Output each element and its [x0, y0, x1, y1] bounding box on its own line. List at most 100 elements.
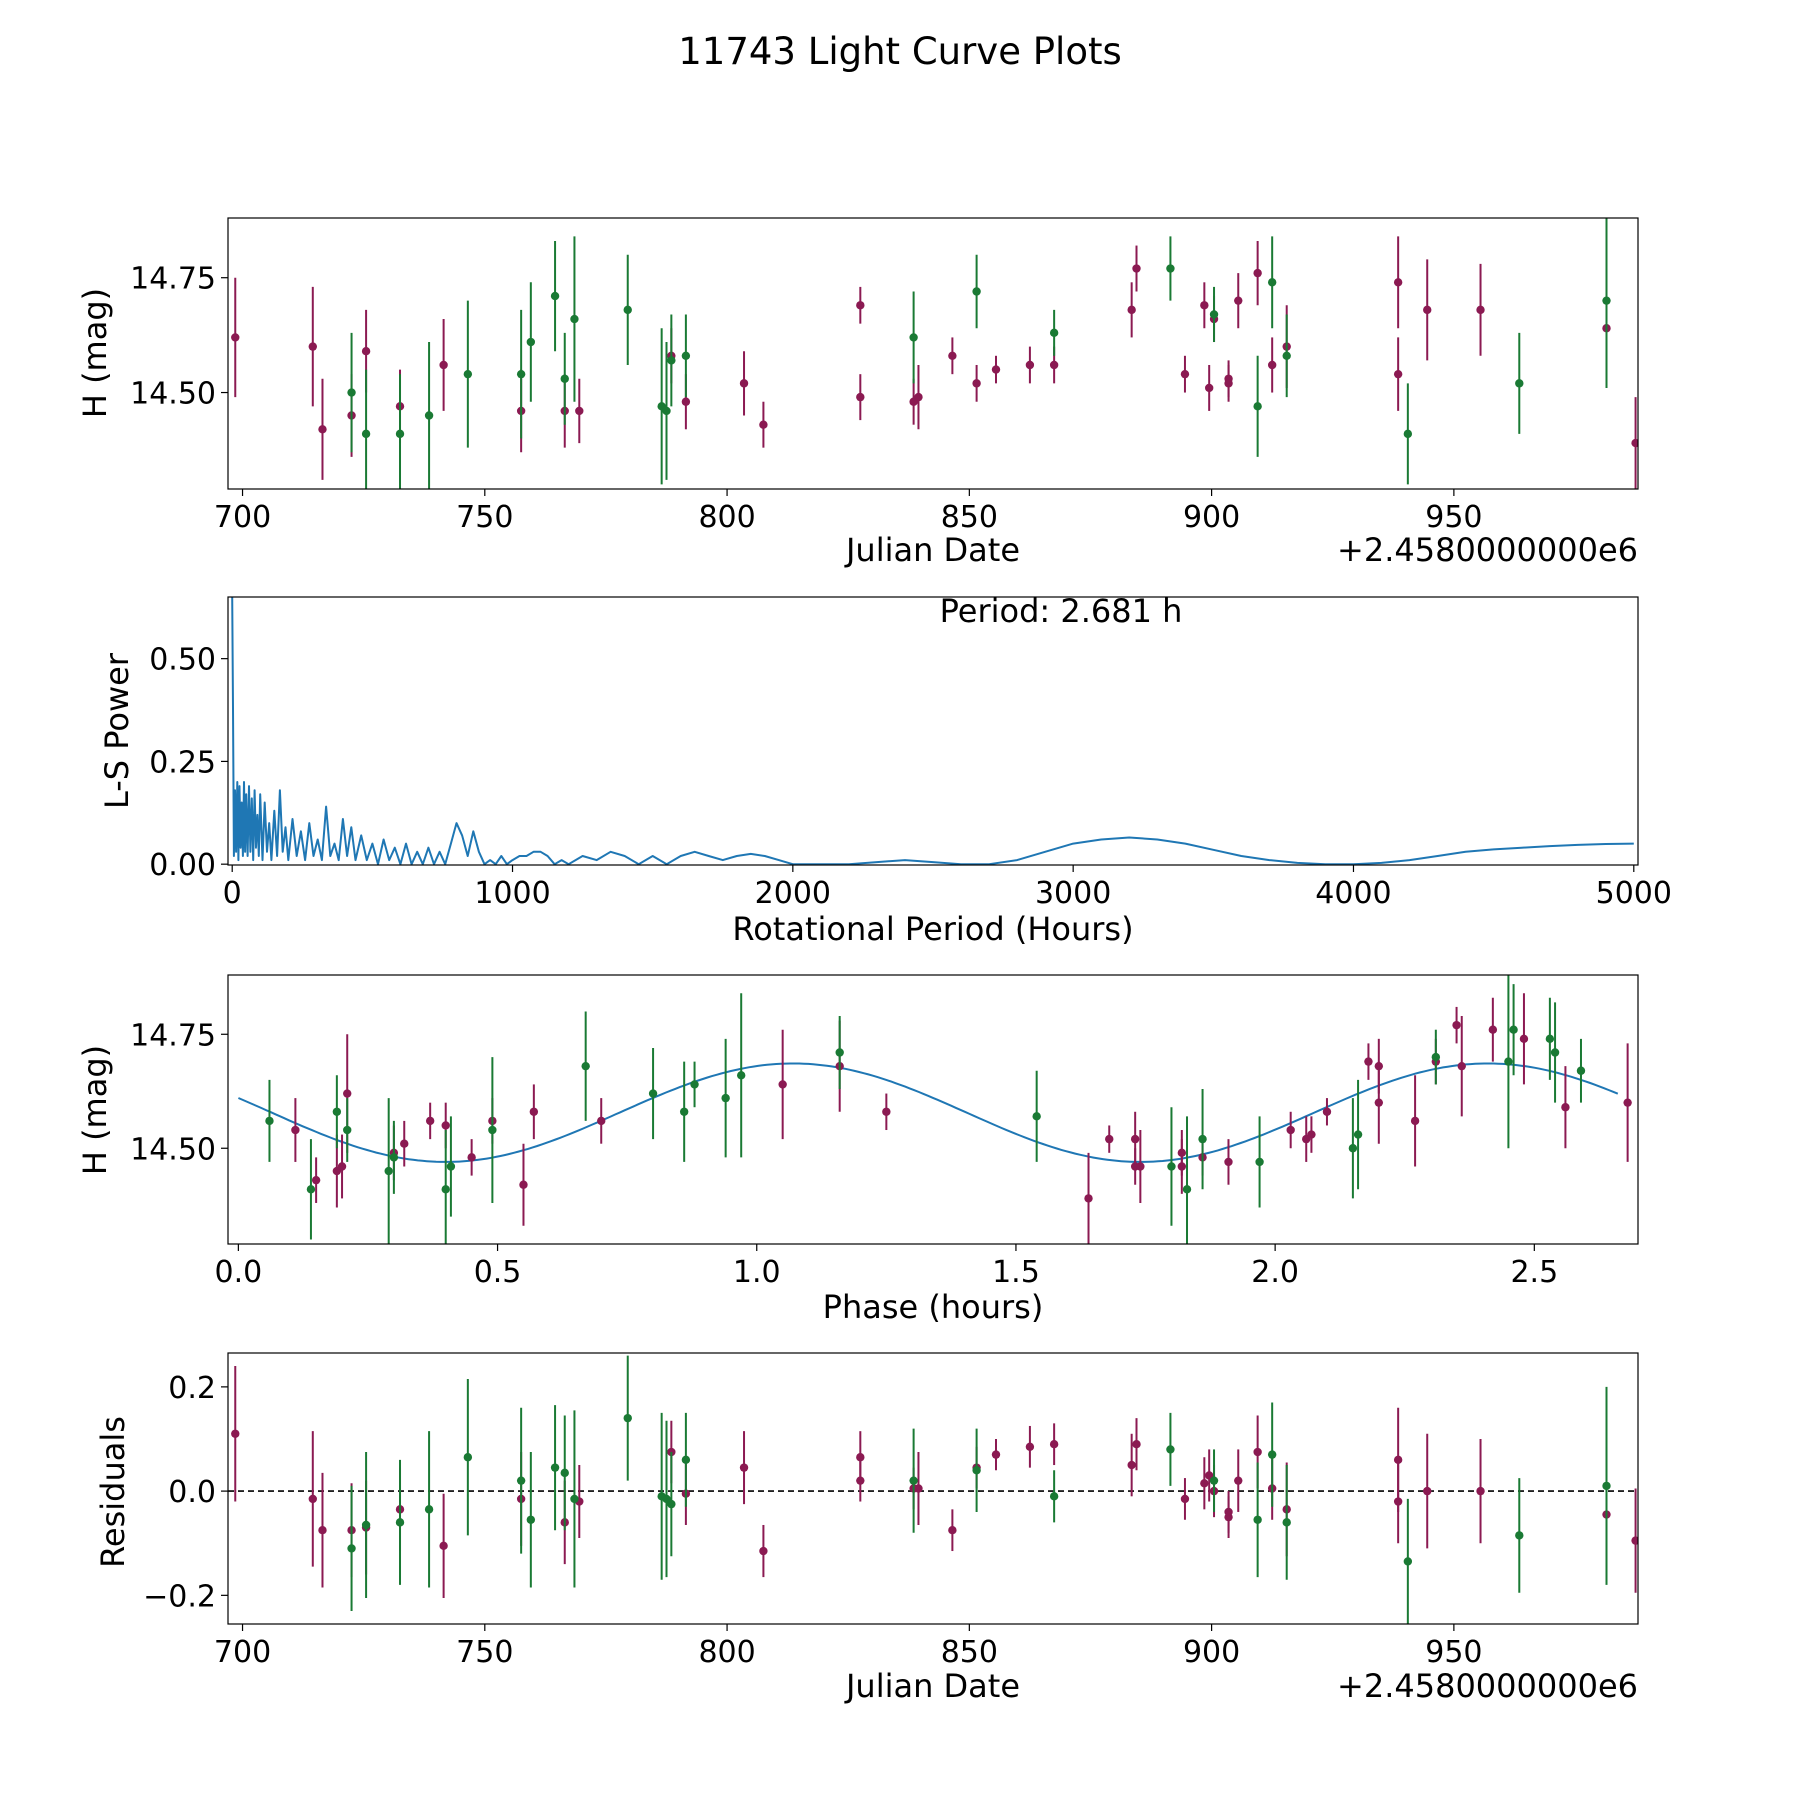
data-point-green [623, 305, 632, 315]
x-tick-label: 0 [223, 876, 242, 911]
data-point-magenta [1025, 1442, 1035, 1452]
x-tick-label: 0.0 [215, 1255, 263, 1290]
data-point-magenta [1200, 1479, 1209, 1488]
data-point-magenta [1307, 1130, 1316, 1139]
data-point-green [972, 287, 981, 296]
y-tick-label: 0.50 [149, 643, 216, 678]
data-point-magenta [467, 1153, 476, 1162]
raw-light-curve-frame [227, 217, 1639, 490]
data-point-green [1209, 1476, 1219, 1485]
data-point-green [1602, 296, 1611, 305]
data-point-green [424, 1505, 434, 1514]
data-point-green [679, 1107, 689, 1116]
data-point-magenta [1393, 369, 1403, 379]
x-tick-label: 700 [214, 500, 271, 535]
data-point-green [721, 1093, 730, 1103]
data-point-magenta [1631, 438, 1638, 448]
data-point-magenta [361, 347, 371, 356]
y-tick-label: 14.50 [130, 1132, 216, 1167]
data-point-green [1049, 328, 1059, 338]
data-point-magenta [948, 1525, 957, 1535]
data-point-magenta [1393, 1497, 1403, 1506]
y-tick-label: 0.2 [168, 1371, 216, 1406]
data-point-green [446, 1162, 456, 1171]
data-point-green [488, 1125, 497, 1135]
data-point-green [1353, 1130, 1363, 1139]
data-point-magenta [1127, 1460, 1136, 1470]
data-point-green [526, 337, 536, 347]
data-point-green [1267, 278, 1277, 287]
data-point-green [1198, 1134, 1207, 1144]
data-point-magenta [1253, 1447, 1262, 1457]
data-point-green [1255, 1157, 1264, 1167]
data-point-green [1166, 1445, 1175, 1454]
data-point-magenta [1234, 1476, 1243, 1485]
data-point-green [1515, 379, 1524, 388]
x-tick-label: 800 [698, 1635, 755, 1670]
x-tick-label: 2.0 [1251, 1255, 1299, 1290]
data-point-magenta [1130, 1134, 1140, 1144]
data-point-magenta [439, 360, 448, 370]
data-point-magenta [318, 425, 327, 434]
plot-area [228, 1355, 1638, 1624]
data-point-magenta [1561, 1103, 1570, 1112]
phase-folded-panel: 0.0 0.5 1.0 1.5 2.0 2.5 14.50 14.75 Phase (hour… [76, 974, 1639, 1326]
data-point-green [1403, 429, 1413, 439]
data-point-magenta [1132, 1440, 1141, 1449]
data-point-magenta [1136, 1162, 1145, 1171]
data-point-green [690, 1080, 699, 1089]
data-point-green [1348, 1144, 1358, 1153]
data-point-green [516, 369, 526, 379]
fit-curve [238, 1062, 1619, 1163]
data-point-magenta [400, 1139, 409, 1148]
data-point-magenta [1105, 1134, 1114, 1144]
data-point-magenta [441, 1121, 450, 1130]
data-point-green [581, 1061, 590, 1071]
data-point-green [463, 1453, 473, 1462]
data-point-magenta [1180, 369, 1190, 379]
data-point-magenta [1452, 1020, 1461, 1030]
data-point-green [463, 369, 473, 379]
data-point-magenta [597, 1116, 606, 1126]
data-point-green [550, 1463, 560, 1472]
plot-area [231, 597, 1634, 865]
data-point-green [1209, 310, 1219, 319]
data-point-green [1267, 1450, 1277, 1459]
data-point-green [667, 356, 676, 365]
phase-folded-marks [238, 975, 1632, 1244]
data-point-magenta [948, 351, 957, 360]
data-point-magenta [1423, 1486, 1432, 1496]
data-point-green [1182, 1185, 1192, 1194]
data-point-green [361, 429, 371, 439]
data-point-magenta [1177, 1148, 1187, 1158]
x-tick-label: 2000 [755, 876, 831, 911]
data-point-green [1403, 1557, 1413, 1566]
data-point-green [1253, 1515, 1262, 1524]
data-point-green [332, 1107, 342, 1116]
data-point-magenta [991, 365, 1001, 374]
x-tick-label: 2.5 [1510, 1255, 1558, 1290]
raw-x-offset-label: +2.4580000000e6 [1337, 531, 1638, 569]
phase-x-axis-label: Phase (hours) [823, 1288, 1044, 1326]
data-point-magenta [1267, 360, 1277, 370]
data-point-green [1166, 264, 1175, 273]
y-tick-label: 0.00 [149, 848, 216, 883]
data-point-magenta [991, 1450, 1001, 1459]
data-point-magenta [1393, 278, 1403, 287]
data-point-magenta [1364, 1057, 1373, 1066]
raw-x-axis-label: Julian Date [844, 531, 1020, 569]
raw-light-curve-panel: 700 750 800 850 900 950 14.50 14.75 Julian Date… [76, 217, 1639, 569]
phase-folded-frame [227, 974, 1639, 1245]
plot-area [231, 218, 1638, 489]
data-point-magenta [739, 1463, 749, 1472]
data-point-magenta [1224, 1512, 1233, 1522]
power-series-line [231, 597, 1634, 865]
periodogram-y-axis-label: L-S Power [98, 652, 136, 809]
x-tick-label: 750 [456, 1635, 513, 1670]
residuals-frame [227, 1352, 1639, 1625]
data-point-magenta [856, 1476, 865, 1485]
x-tick-label: 850 [941, 1635, 998, 1670]
x-tick-label: 850 [941, 500, 998, 535]
data-point-magenta [1286, 1125, 1295, 1135]
